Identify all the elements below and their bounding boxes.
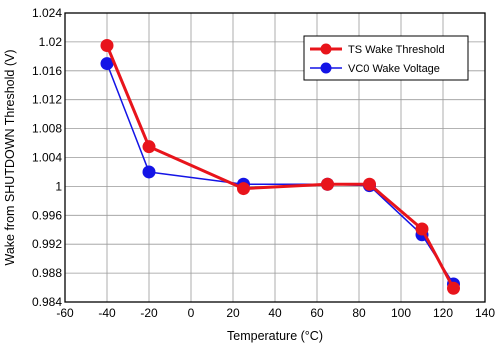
y-tick-label: 1.016 — [32, 64, 62, 78]
x-tick-label: 40 — [268, 306, 282, 320]
data-point — [447, 281, 460, 295]
y-tick-label: 1.008 — [32, 122, 62, 136]
y-tick-label: 0.988 — [32, 266, 62, 280]
y-tick-label: 1.004 — [32, 151, 62, 165]
y-tick-label: 0.996 — [32, 208, 62, 222]
data-point — [415, 222, 429, 236]
x-tick-label: 100 — [391, 306, 411, 320]
y-axis-title: Wake from SHUTDOWN Threshold (V) — [3, 49, 17, 265]
x-axis-ticks: -60 -40 -20 0 20 40 60 80 100 120 140 — [56, 306, 495, 320]
legend-label: TS Wake Threshold — [348, 44, 445, 56]
legend-box — [303, 35, 469, 81]
x-tick-label: 0 — [188, 306, 195, 320]
y-tick-label: 0.984 — [32, 295, 62, 309]
legend-label: VC0 Wake Voltage — [348, 63, 440, 75]
legend-item: VC0 Wake Voltage — [310, 62, 440, 75]
x-tick-label: 120 — [433, 306, 453, 320]
x-tick-label: 20 — [226, 306, 240, 320]
legend-item: TS Wake Threshold — [310, 43, 445, 56]
data-point — [321, 177, 334, 191]
y-tick-label: 1.02 — [39, 35, 63, 49]
data-point — [142, 165, 156, 179]
y-tick-label: 1.024 — [32, 6, 62, 20]
x-tick-label: -40 — [98, 306, 116, 320]
x-tick-label: 60 — [310, 306, 324, 320]
legend-marker — [320, 62, 332, 74]
plot-area — [64, 12, 486, 303]
series-ts-wake-threshold — [100, 39, 460, 295]
y-axis-ticks: 0.984 0.988 0.992 0.996 1 1.004 1.008 1.012 1.01… — [32, 6, 62, 309]
y-tick-label: 0.992 — [32, 237, 62, 251]
y-tick-label: 1 — [55, 179, 62, 193]
legend-marker — [320, 43, 332, 55]
y-tick-label: 1.012 — [32, 93, 62, 107]
x-tick-label: 140 — [475, 306, 495, 320]
x-tick-label: -60 — [56, 306, 74, 320]
data-point — [142, 140, 156, 154]
legend: TS Wake Threshold VC0 Wake Voltage — [303, 35, 469, 81]
data-point — [100, 57, 114, 71]
data-point — [237, 182, 250, 196]
x-tick-label: -20 — [140, 306, 158, 320]
x-axis-title: Temperature (°C) — [227, 329, 323, 343]
series-group — [100, 39, 460, 295]
data-point — [100, 39, 114, 53]
data-point — [363, 177, 376, 191]
x-tick-label: 80 — [352, 306, 366, 320]
